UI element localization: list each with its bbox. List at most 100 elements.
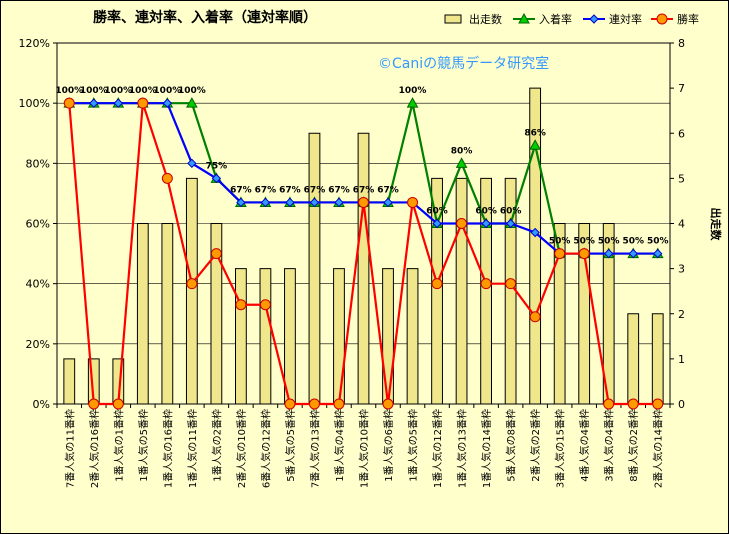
- data-label: 60%: [426, 207, 448, 217]
- point: [653, 399, 663, 409]
- point: [408, 197, 418, 207]
- bar: [334, 269, 345, 404]
- y2-tick-label: 7: [678, 82, 685, 95]
- bar: [456, 178, 467, 404]
- x-tick-label: 5番人気の8番枠: [505, 409, 518, 482]
- x-tick-label: 1番人気の14番枠: [480, 409, 493, 488]
- data-label: 60%: [475, 207, 497, 217]
- x-tick-label: 1番人気の5番枠: [137, 409, 150, 482]
- x-tick-label: 1番人気の16番枠: [161, 409, 174, 488]
- data-label: 67%: [255, 185, 277, 195]
- data-label: 67%: [279, 185, 301, 195]
- point: [359, 197, 369, 207]
- point: [604, 399, 614, 409]
- x-tick-label: 1番人気の5番枠: [407, 409, 420, 482]
- x-tick-label: 6番人気の12番枠: [259, 409, 272, 488]
- x-tick-label: 2番人気の10番枠: [235, 409, 248, 488]
- point: [64, 98, 74, 108]
- point: [162, 173, 172, 183]
- x-tick-label: 1番人気の6番枠: [382, 409, 395, 482]
- point: [432, 279, 442, 289]
- legend-label: 勝率: [677, 12, 699, 26]
- chart-title: 勝率、連対率、入着率（連対率順）: [93, 9, 317, 26]
- legend-item: 連対率: [583, 12, 642, 26]
- point: [334, 399, 344, 409]
- data-label: 50%: [573, 237, 595, 247]
- y-tick-label: 20%: [26, 338, 50, 351]
- x-tick-label: 2番人気の2番枠: [529, 409, 542, 482]
- x-tick-label: 7番人気の11番枠: [63, 409, 76, 488]
- x-tick-label: 3番人気の15番枠: [554, 409, 567, 488]
- bar: [628, 314, 639, 404]
- data-label: 67%: [230, 185, 252, 195]
- point: [555, 249, 565, 259]
- data-label: 100%: [399, 86, 427, 96]
- legend-label: 入着率: [539, 12, 572, 26]
- y2-tick-label: 2: [678, 308, 685, 321]
- legend: 出走数 入着率 連対率 勝率: [445, 12, 699, 26]
- y2-tick-label: 1: [678, 353, 685, 366]
- y-tick-label: 40%: [26, 278, 50, 291]
- bar: [260, 269, 271, 404]
- legend-item: 勝率: [651, 12, 699, 26]
- legend-item: 出走数: [445, 12, 502, 26]
- data-label: 100%: [178, 86, 206, 96]
- x-tick-label: 1番人気の1番枠: [112, 409, 125, 482]
- y-tick-label: 60%: [26, 218, 50, 231]
- point: [113, 399, 123, 409]
- bar: [652, 314, 663, 404]
- y2-tick-label: 4: [678, 218, 685, 231]
- bar: [64, 359, 75, 404]
- point: [260, 300, 270, 310]
- bar: [309, 133, 320, 404]
- data-label: 80%: [451, 146, 473, 156]
- point: [187, 279, 197, 289]
- point: [285, 399, 295, 409]
- point: [481, 279, 491, 289]
- point: [657, 14, 667, 24]
- y-tick-label: 120%: [19, 37, 50, 50]
- y2-axis-label: 出走数: [709, 208, 723, 242]
- data-label: 75%: [206, 161, 228, 171]
- legend-label: 連対率: [609, 12, 642, 26]
- x-tick-label: 3番人気の4番枠: [603, 409, 616, 482]
- point: [628, 399, 638, 409]
- x-tick-label: 1番人気の11番枠: [186, 409, 199, 488]
- data-label: 60%: [500, 207, 522, 217]
- data-label: 50%: [647, 237, 669, 247]
- data-label: 67%: [304, 185, 326, 195]
- x-tick-label: 1番人気の4番枠: [333, 409, 346, 482]
- data-label: 86%: [524, 128, 546, 138]
- x-tick-label: 5番人気の5番枠: [284, 409, 297, 482]
- bar: [285, 269, 296, 404]
- point: [138, 98, 148, 108]
- bar: [358, 133, 369, 404]
- legend-label: 出走数: [469, 12, 502, 26]
- x-tick-label: 4番人気の4番枠: [578, 409, 591, 482]
- x-tick-label: 1番人気の10番枠: [358, 409, 371, 488]
- bar: [186, 178, 197, 404]
- point: [89, 399, 99, 409]
- data-label: 50%: [549, 237, 571, 247]
- data-label: 50%: [622, 237, 644, 247]
- x-tick-label: 2番人気の14番枠: [652, 409, 665, 488]
- y2-tick-label: 3: [678, 263, 685, 276]
- point: [530, 312, 540, 322]
- x-tick-label: 2番人気の16番枠: [88, 409, 101, 488]
- x-tick-label: 1番人気の12番枠: [431, 409, 444, 488]
- point: [457, 219, 467, 229]
- point: [383, 399, 393, 409]
- x-tick-label: 1番人気の13番枠: [456, 409, 469, 488]
- y2-tick-label: 5: [678, 172, 685, 185]
- point: [309, 399, 319, 409]
- y-tick-label: 0%: [33, 398, 50, 411]
- bar: [407, 269, 418, 404]
- y-tick-label: 80%: [26, 157, 50, 170]
- bar: [137, 224, 148, 405]
- x-tick-label: 1番人気の2番枠: [210, 409, 223, 482]
- point: [211, 249, 221, 259]
- x-tick-label: 7番人気の13番枠: [308, 409, 321, 488]
- bar: [236, 269, 247, 404]
- point: [590, 15, 598, 23]
